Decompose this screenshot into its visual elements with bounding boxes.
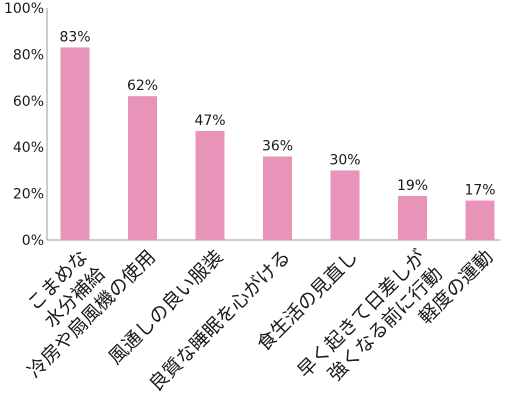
bar bbox=[128, 96, 157, 240]
y-tick-label: 20% bbox=[13, 187, 44, 203]
y-tick-label: 0% bbox=[22, 233, 44, 249]
data-label: 30% bbox=[329, 152, 360, 168]
bar bbox=[398, 195, 427, 240]
data-label: 47% bbox=[194, 113, 225, 129]
bar bbox=[263, 156, 292, 240]
y-tick-label: 40% bbox=[13, 140, 44, 156]
data-label: 17% bbox=[464, 183, 495, 199]
y-tick-label: 60% bbox=[13, 94, 44, 110]
category-label: 風通しの良い服装 bbox=[104, 246, 227, 369]
data-label: 19% bbox=[397, 178, 428, 194]
data-label: 83% bbox=[59, 29, 90, 45]
bar bbox=[195, 130, 225, 240]
bar bbox=[465, 200, 495, 240]
bar bbox=[60, 47, 90, 240]
data-label: 62% bbox=[127, 78, 158, 94]
y-tick-label: 80% bbox=[13, 47, 44, 63]
y-tick-label: 100% bbox=[4, 1, 44, 17]
bar bbox=[330, 170, 360, 240]
data-label: 36% bbox=[262, 138, 293, 154]
category-label-line: 風通しの良い服装 bbox=[104, 246, 227, 369]
